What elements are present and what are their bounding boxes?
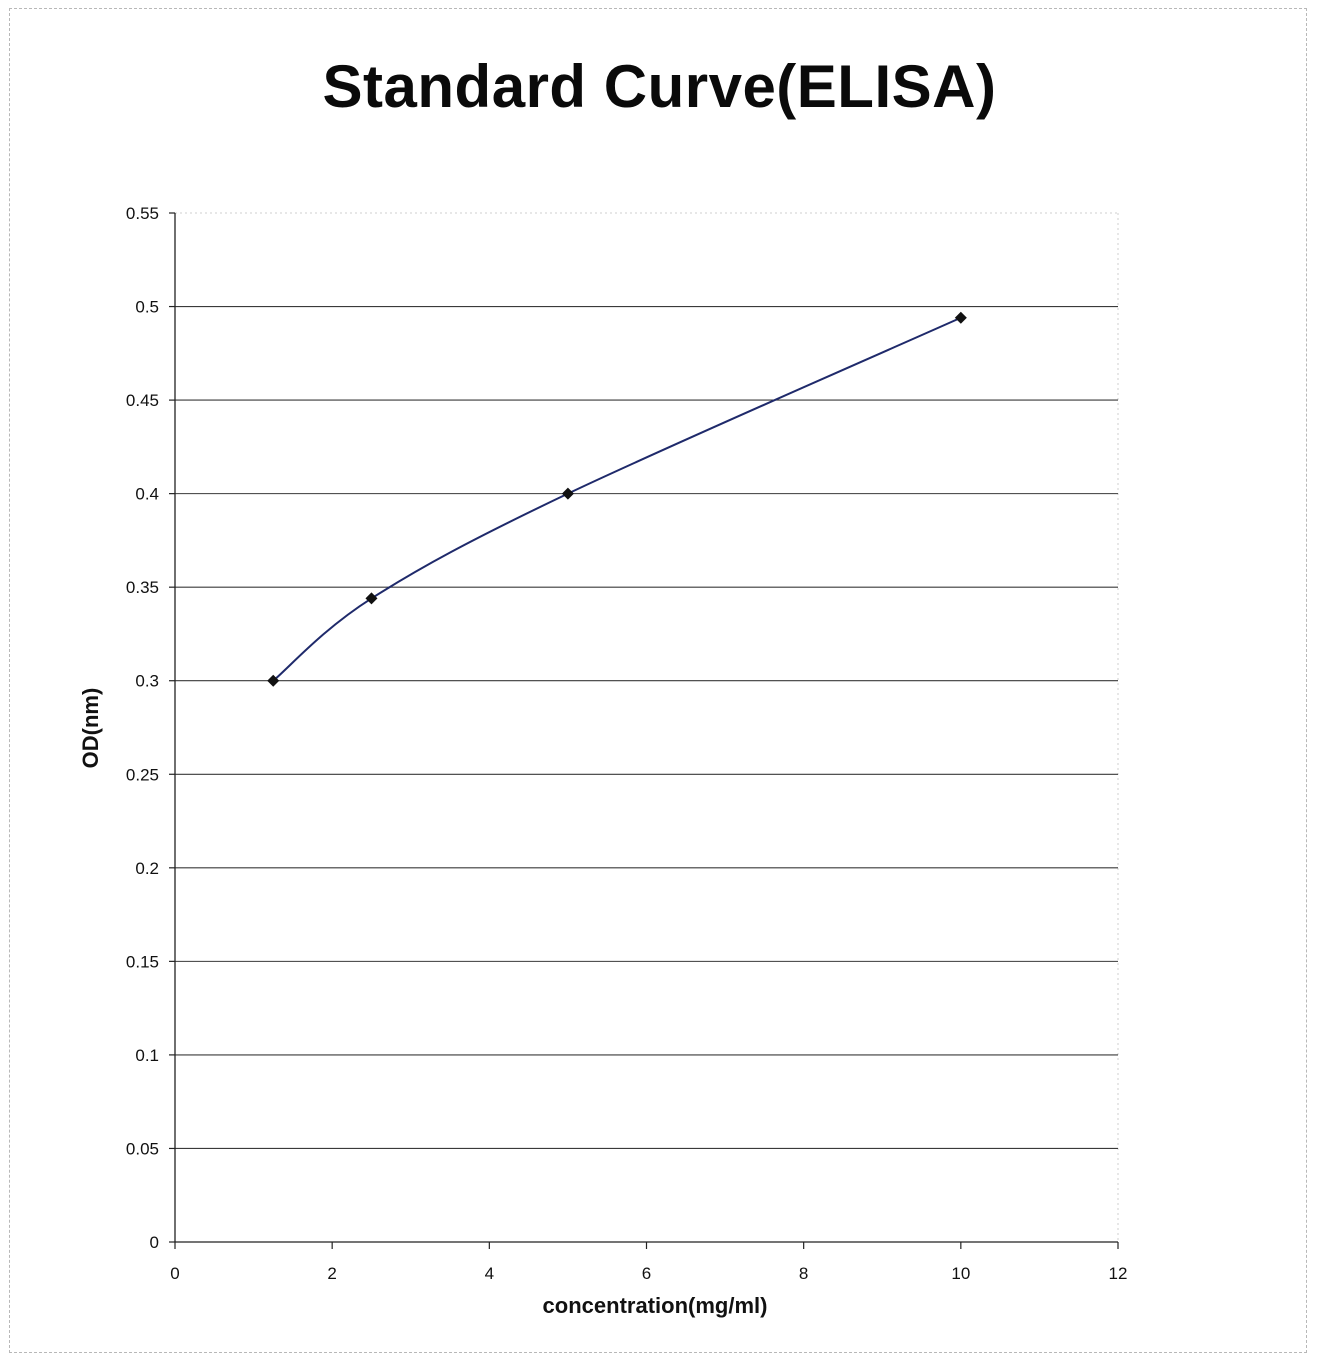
data-point-3 bbox=[562, 488, 574, 500]
y-tick-labels: 0 0.05 0.1 0.15 0.2 0.25 0.3 0.35 0.4 0.45 0.5 0.55 bbox=[126, 204, 159, 1252]
axes bbox=[169, 213, 1118, 1249]
series-line bbox=[273, 318, 961, 681]
x-tick-label-10: 10 bbox=[951, 1264, 970, 1283]
gridlines bbox=[175, 307, 1118, 1149]
y-tick-label-0.55: 0.55 bbox=[126, 204, 159, 223]
x-tick-label-2: 2 bbox=[327, 1264, 336, 1283]
y-tick-label-0.25: 0.25 bbox=[126, 765, 159, 784]
x-tick-label-0: 0 bbox=[170, 1264, 179, 1283]
x-tick-label-12: 12 bbox=[1109, 1264, 1128, 1283]
y-tick-label-0.3: 0.3 bbox=[135, 672, 159, 691]
x-tick-label-4: 4 bbox=[485, 1264, 494, 1283]
y-tick-label-0.45: 0.45 bbox=[126, 391, 159, 410]
data-point-4 bbox=[955, 312, 967, 324]
y-tick-label-0.4: 0.4 bbox=[135, 485, 159, 504]
data-point-2 bbox=[365, 592, 377, 604]
x-tick-labels: 0 2 4 6 8 10 12 bbox=[170, 1264, 1127, 1283]
y-tick-label-0.1: 0.1 bbox=[135, 1046, 159, 1065]
series-group bbox=[267, 312, 967, 687]
y-axis-title: OD(nm) bbox=[78, 688, 103, 769]
y-tick-label-0.05: 0.05 bbox=[126, 1139, 159, 1158]
plot-area bbox=[175, 213, 1118, 1242]
y-tick-label-0.2: 0.2 bbox=[135, 859, 159, 878]
y-tick-label-0.5: 0.5 bbox=[135, 298, 159, 317]
y-tick-label-0.15: 0.15 bbox=[126, 952, 159, 971]
x-tick-label-8: 8 bbox=[799, 1264, 808, 1283]
x-axis-title: concentration(mg/ml) bbox=[543, 1293, 768, 1318]
x-tick-label-6: 6 bbox=[642, 1264, 651, 1283]
y-tick-label-0: 0 bbox=[150, 1233, 159, 1252]
y-tick-label-0.35: 0.35 bbox=[126, 578, 159, 597]
